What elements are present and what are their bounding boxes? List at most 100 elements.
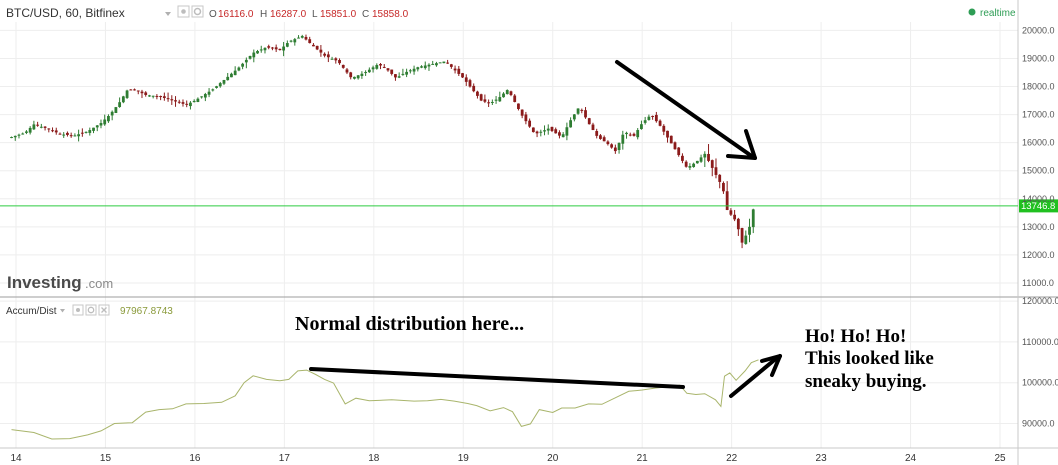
x-tick-label: 17 [279,453,291,464]
candle-body [371,67,375,70]
indicator-tick-label: 120000.0 [1022,296,1058,306]
y-tick-label: 19000.0 [1022,53,1055,63]
candle-body [602,137,606,142]
candle-body [58,133,62,135]
candle-body [442,61,446,64]
candle-body [32,124,36,130]
candle-body [196,98,200,103]
candle-body [300,36,304,38]
candle-body [587,118,591,125]
candle-body [110,111,114,116]
candle-body [159,96,163,98]
candle-body [114,107,118,114]
y-tick-label: 17000.0 [1022,110,1055,120]
high-value: 16287.0 [270,9,307,20]
candle-body [13,135,17,138]
candle-body [121,96,125,103]
candle-body [382,66,386,68]
candle-body [95,125,99,128]
candle-body [289,40,293,42]
candle-body [543,130,546,132]
candle-body [695,160,699,164]
candle-body [144,92,148,95]
close-key: C [362,9,369,20]
eye-icon[interactable] [177,5,190,18]
indicator-tick-label: 90000.0 [1022,419,1055,429]
realtime-label[interactable]: realtime [980,8,1016,19]
settings-icon[interactable] [191,5,204,18]
candle-body [684,161,688,167]
candle-body [397,76,401,78]
candle-body [28,127,32,133]
candle-body [576,108,580,114]
candle-body [531,127,535,133]
close-icon[interactable] [98,304,110,316]
candle-body [449,64,453,67]
candle-body [472,85,476,92]
candle-body [278,48,282,51]
candle-body [505,90,509,95]
low-key: L [312,9,318,20]
candle-body [733,214,737,220]
y-tick-label: 13000.0 [1022,222,1055,232]
candle-body [423,65,427,69]
candle-body [666,130,669,138]
candle-body [148,95,151,97]
candle-body [636,130,640,138]
candle-body [356,75,360,79]
candle-body [162,96,166,98]
candle-body [330,58,334,60]
logo-suffix: .com [85,276,113,291]
candle-body [323,53,327,56]
candle-body [360,73,364,77]
annotation-looked-like: This looked like [805,348,934,369]
eye-icon[interactable] [72,304,84,316]
candle-body [80,132,84,134]
candle-body [751,209,755,228]
x-tick-label: 22 [726,453,738,464]
candle-body [651,115,655,117]
candle-body [349,72,353,78]
candle-body [476,91,479,96]
candle-body [203,94,207,98]
indicator-tick-label: 110000.0 [1022,337,1058,347]
candle-body [408,70,412,72]
candle-body [285,43,289,47]
candle-body [293,39,297,43]
indicator-tick-label: 100000.0 [1022,378,1058,388]
candle-body [185,103,189,105]
candle-body [714,167,718,175]
candle-body [181,102,185,104]
x-tick-label: 16 [189,453,201,464]
candle-body [54,130,58,133]
candle-body [517,103,520,109]
chevron-down-icon[interactable] [165,12,171,16]
candle-body [710,160,714,168]
candle-body [718,174,722,182]
candle-body [252,52,256,58]
candle-body [341,64,345,68]
chevron-down-icon[interactable] [60,309,65,313]
candle-body [237,67,241,71]
candle-body [490,101,494,103]
indicator-name[interactable]: Accum/Dist [6,306,57,317]
symbol-label[interactable]: BTC/USD, 60, Bitfinex [6,6,125,20]
x-tick-label: 25 [994,453,1006,464]
candle-body [595,131,599,136]
open-value: 16116.0 [218,9,254,20]
candle-body [353,76,356,79]
candle-body [617,142,621,151]
candle-body [606,141,610,145]
y-tick-label: 12000.0 [1022,250,1055,260]
candle-body [502,93,505,98]
candle-body [628,134,632,136]
settings-icon[interactable] [85,304,97,316]
candle-body [218,83,222,87]
y-tick-label: 14000.0 [1022,194,1055,204]
candle-body [520,109,524,116]
candle-body [155,95,159,97]
chart-header: BTC/USD, 60, Bitfinex O 16116.0 H 16287.… [6,5,1016,20]
candle-body [129,89,133,91]
candle-body [498,97,502,102]
candle-body [166,98,170,100]
